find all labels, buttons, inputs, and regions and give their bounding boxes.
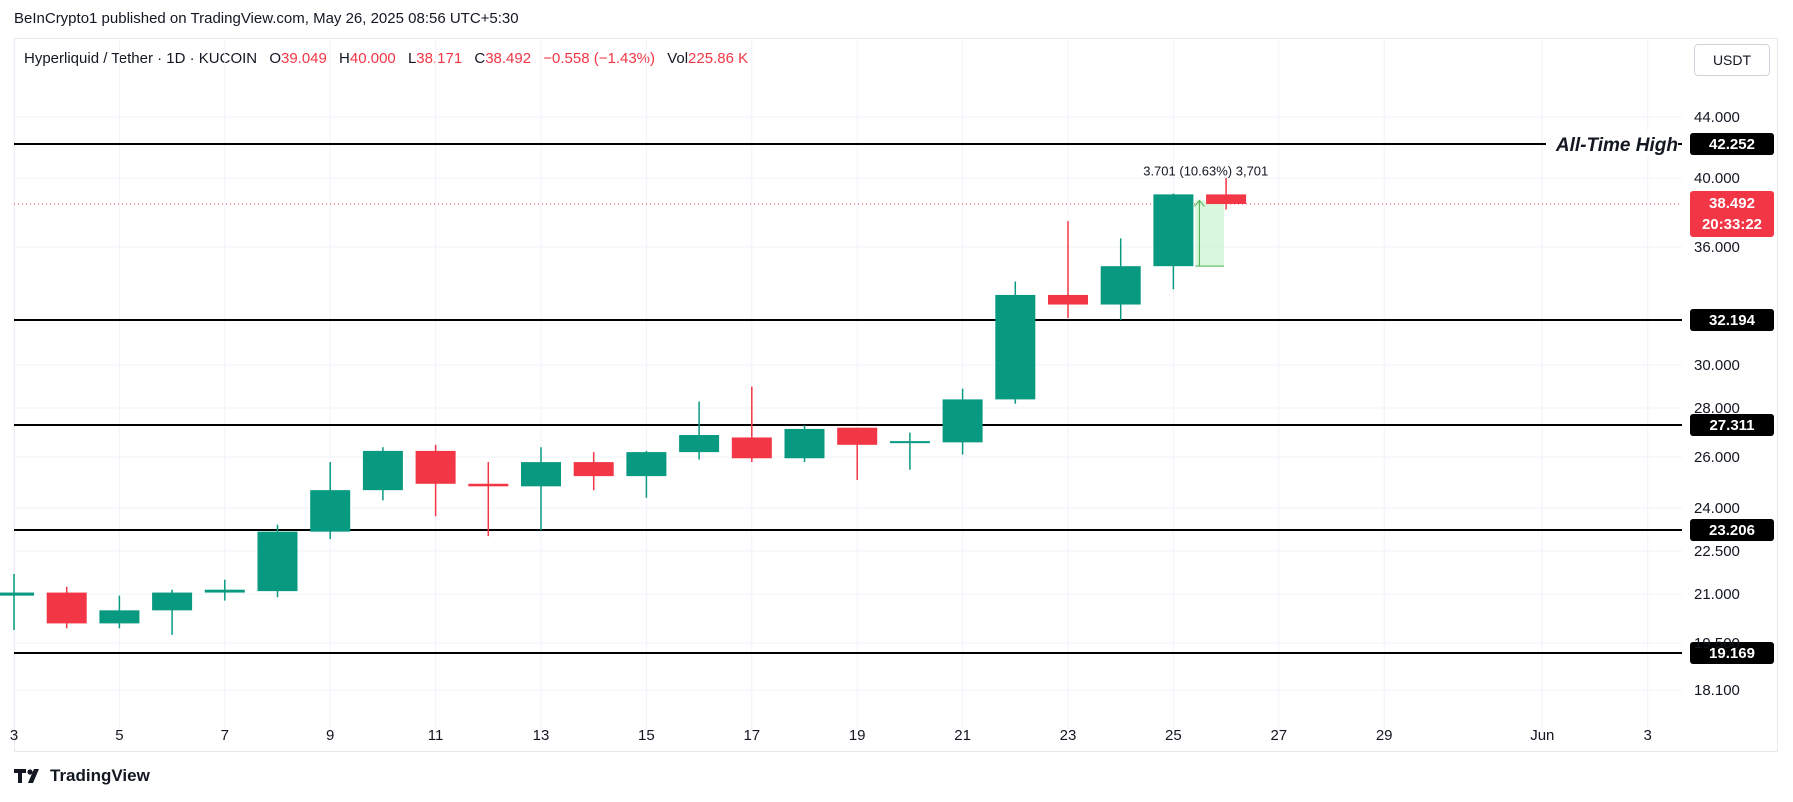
measure-range: [1195, 200, 1225, 267]
candle-body: [889, 441, 930, 444]
candle-body: [573, 462, 614, 477]
time-tick-label: 5: [115, 727, 123, 744]
time-tick-label: 29: [1376, 727, 1393, 744]
symbol-legend: Hyperliquid / Tether · 1D · KUCOIN O39.0…: [24, 50, 748, 67]
candle-body: [784, 428, 825, 459]
candle-body: [152, 592, 193, 611]
measure-arrow-head: [1194, 199, 1205, 207]
price-tick-label: 24.000: [1694, 500, 1740, 517]
price-tick-label: 28.000: [1694, 400, 1740, 417]
currency-button[interactable]: USDT: [1694, 44, 1770, 76]
tradingview-logo[interactable]: TradingView: [14, 766, 150, 786]
measure-label: 3.701 (10.63%) 3,701: [1143, 163, 1268, 178]
price-tick-label: 19.500: [1694, 635, 1740, 652]
legend-open-label: O: [269, 50, 281, 67]
time-tick-label: Jun: [1530, 727, 1554, 744]
publisher-line: BeInCrypto1 published on TradingView.com…: [14, 10, 519, 27]
candle-body: [1153, 194, 1194, 267]
last-price-label: 38.492: [1709, 195, 1755, 212]
time-tick-label: 25: [1165, 727, 1182, 744]
candles: [0, 178, 1247, 635]
tradingview-logo-text: TradingView: [50, 766, 150, 785]
level-price-tag: [1690, 414, 1774, 436]
price-tick-label: 40.000: [1694, 170, 1740, 187]
candle-body: [0, 592, 34, 596]
level-price-tag: [1690, 309, 1774, 331]
price-tick-label: 18.100: [1694, 682, 1740, 699]
price-tick-label: 21.000: [1694, 586, 1740, 603]
chart-grid: [13, 40, 1682, 730]
time-tick-label: 11: [428, 727, 444, 744]
candle-body: [1206, 194, 1247, 204]
legend-close-label: C: [474, 50, 486, 67]
level-price-tag: [1690, 642, 1774, 664]
time-axis: 3 5 7 9 11 13 15 17 19 21 23 25 27 29 Jun 3: [10, 727, 1652, 744]
legend-low: 38.171: [416, 50, 463, 67]
level-price-tag: [1690, 519, 1774, 541]
level-price-label: 32.194: [1709, 312, 1756, 329]
tradingview-logo-icon: [14, 769, 39, 783]
time-tick-label: 27: [1270, 727, 1287, 744]
legend-high: 40.000: [349, 50, 396, 67]
legend-close: 38.492: [485, 50, 532, 67]
candle-body: [1048, 294, 1088, 305]
legend-open: 39.049: [280, 50, 327, 67]
legend-low-label: L: [407, 50, 417, 67]
level-price-label: 27.311: [1709, 417, 1754, 434]
time-tick-label: 15: [638, 727, 655, 744]
time-tick-label: 21: [954, 727, 971, 744]
candle-body: [362, 450, 403, 491]
candle-body: [310, 490, 351, 532]
time-tick-label: 9: [326, 727, 334, 744]
candle-body: [1100, 266, 1141, 305]
time-tick-label: 13: [533, 727, 550, 744]
time-tick-label: 3: [10, 727, 18, 744]
candle-body: [837, 427, 878, 445]
level-annotation: All-Time High: [1555, 135, 1678, 156]
level-price-label: 23.206: [1709, 522, 1755, 539]
candle-body: [204, 589, 245, 593]
legend-volume-label: Vol: [667, 50, 689, 67]
level-price-label: 42.252: [1709, 136, 1755, 153]
price-tick-label: 36.000: [1694, 239, 1740, 256]
countdown-label: 20:33:22: [1702, 216, 1762, 233]
candle-body: [468, 483, 509, 487]
last-price-tag: [1690, 191, 1774, 237]
candle-body: [942, 399, 983, 443]
price-tick-label: 30.000: [1694, 357, 1740, 374]
price-tick-label: 22.500: [1694, 543, 1740, 560]
price-tick-label: 44.000: [1694, 109, 1740, 126]
candle-body: [46, 592, 87, 624]
time-tick-label: 17: [743, 727, 760, 744]
legend-volume: 225.86 K: [688, 50, 749, 67]
level-price-tag: [1690, 133, 1774, 155]
level-annotation-bg: [1546, 131, 1678, 157]
candle-body: [415, 450, 456, 484]
candle-body: [679, 435, 720, 453]
price-axis: 44.000 40.000 36.000 30.000 28.000 26.000 24.0…: [1694, 109, 1740, 699]
time-tick-label: 3: [1644, 727, 1652, 744]
candle-body: [99, 610, 140, 624]
time-tick-label: 19: [849, 727, 866, 744]
candle-body: [257, 531, 298, 592]
level-price-label: 19.169: [1709, 645, 1755, 662]
candle-body: [995, 294, 1036, 400]
time-tick-label: 23: [1060, 727, 1077, 744]
candle-body: [521, 462, 561, 487]
candle-body: [731, 437, 772, 459]
legend-symbol[interactable]: Hyperliquid / Tether · 1D · KUCOIN: [24, 50, 258, 67]
candle-body: [626, 452, 667, 477]
legend-high-label: H: [339, 50, 350, 67]
support-resistance-levels: 42.252 All-Time High 32.194 27.311 23.206 19.…: [14, 131, 1774, 664]
price-tick-label: 26.000: [1694, 449, 1740, 466]
price-range-measure: 3.701 (10.63%) 3,701: [1143, 163, 1268, 267]
legend-change: −0.558 (−1.43%): [543, 50, 656, 67]
time-tick-label: 7: [221, 727, 229, 744]
